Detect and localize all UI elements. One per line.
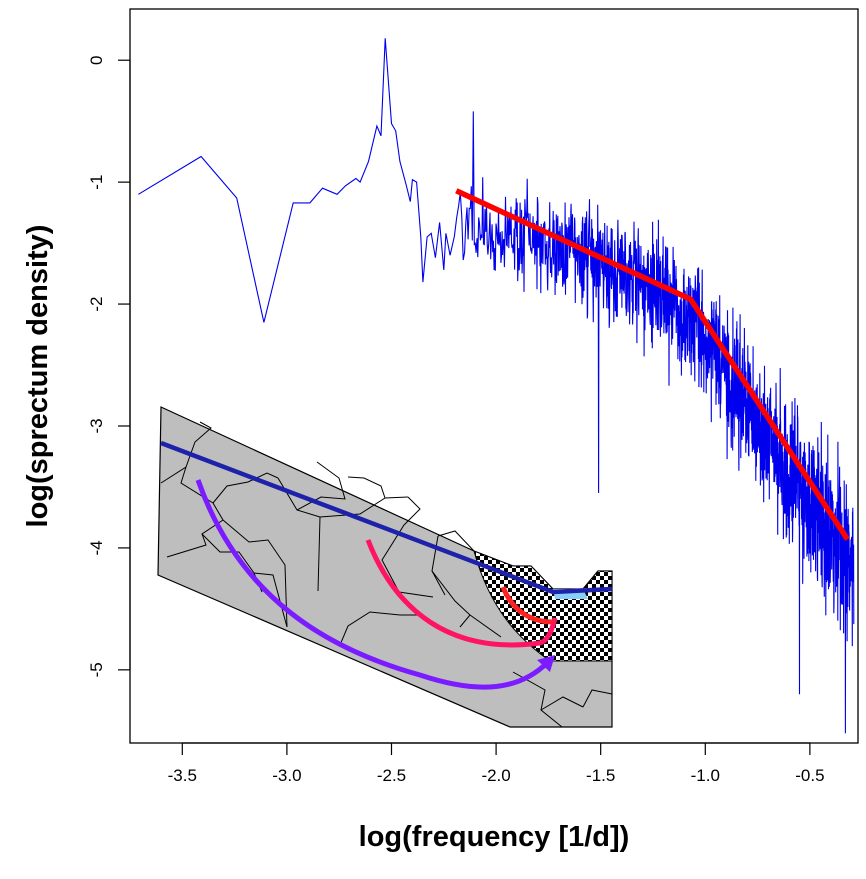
x-tick-label: -1.0 [691,766,720,785]
aquifer-rock-body [157,406,613,728]
x-axis: -3.5 -3.0 -2.5 -2.0 -1.5 -1.0 -0.5 [168,742,825,785]
y-axis-title: log(sprectum density) [22,225,54,528]
medium-flow-path [365,539,558,648]
y-tick-label: -2 [87,297,106,312]
y-tick-label: -4 [87,540,106,555]
long-flow-arrowhead [537,655,555,672]
short-flow-path [500,586,554,625]
y-tick-label: -3 [87,418,106,433]
water-table-line [160,440,613,595]
x-tick-label: -3.5 [168,766,197,785]
rock-fractures [160,421,613,728]
long-flow-path [195,479,550,690]
aquifer-illustration [157,406,613,728]
y-tick-label: -5 [87,662,106,677]
x-tick-label: -0.5 [795,766,824,785]
x-tick-label: -1.5 [586,766,615,785]
y-axis: 0 -1 -2 -3 -4 -5 [87,55,131,677]
spectrum-density-line [138,38,855,734]
x-tick-label: -3.0 [272,766,301,785]
x-axis-title: log(frequency [1/d]) [359,821,630,853]
y-tick-label: 0 [87,55,106,64]
x-tick-label: -2.5 [377,766,406,785]
fitted-trend-line [455,188,850,541]
x-tick-label: -2.0 [481,766,510,785]
y-tick-label: -1 [87,175,106,190]
